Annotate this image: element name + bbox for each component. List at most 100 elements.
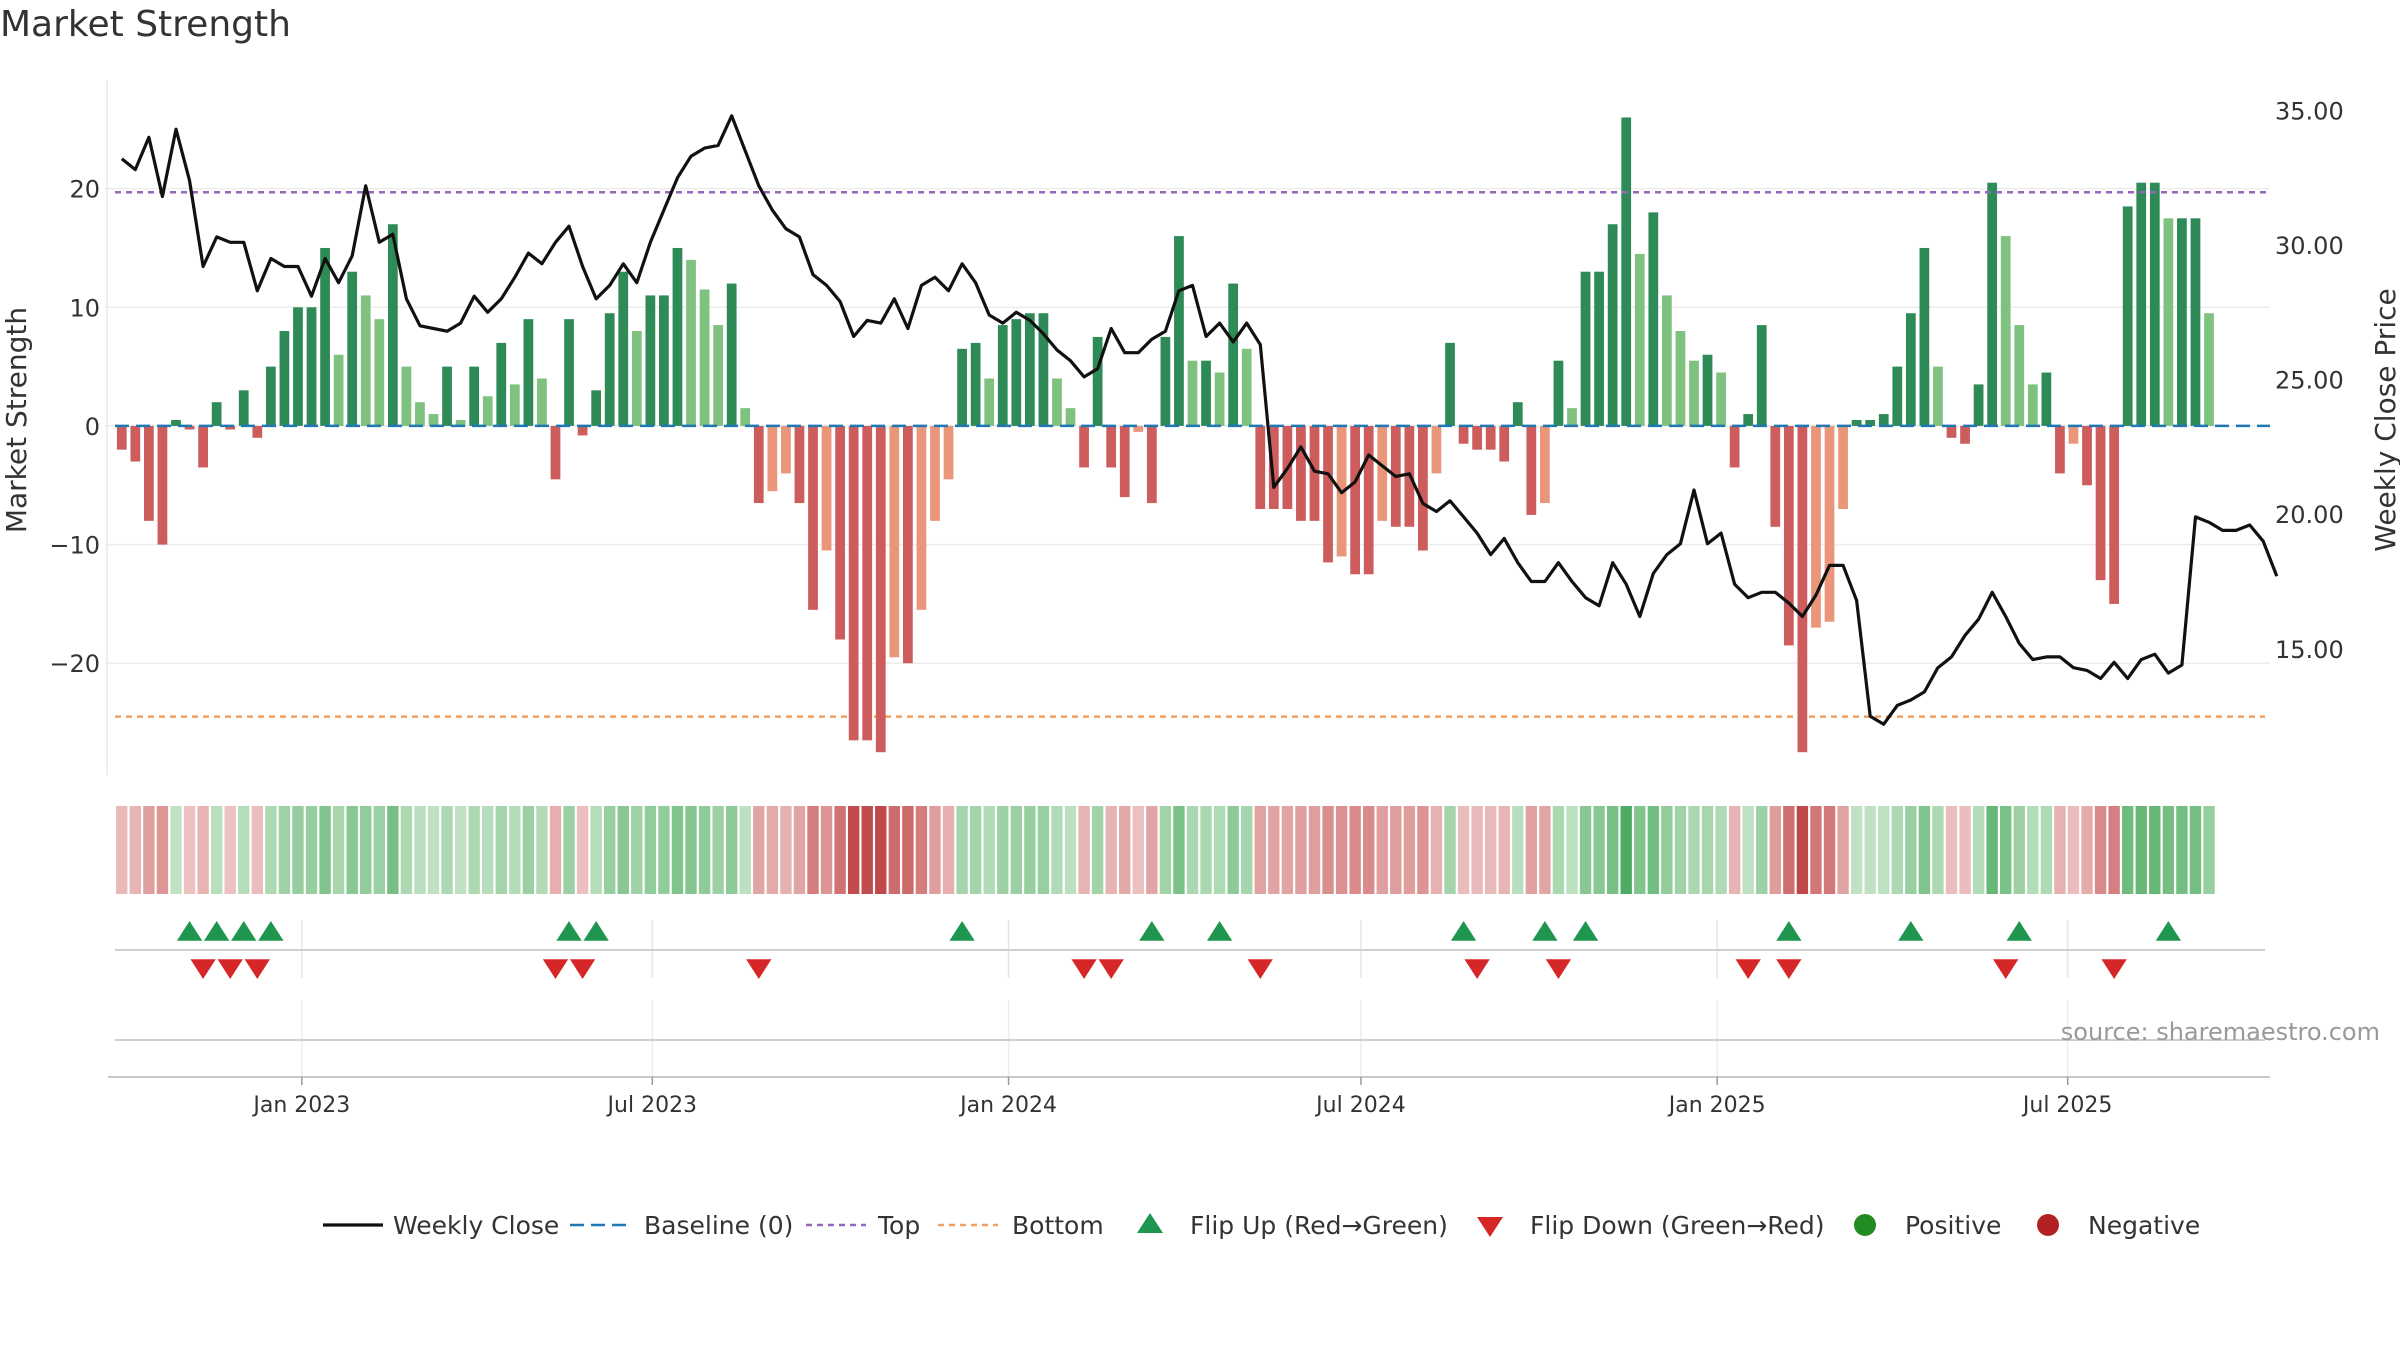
- strength-bar: [564, 319, 574, 426]
- flip-up-marker: [1898, 921, 1924, 941]
- heat-cell: [590, 806, 602, 894]
- y-tick-label: 0: [85, 413, 100, 441]
- heat-cell: [1593, 806, 1605, 894]
- strength-bar: [604, 313, 615, 426]
- strength-bar: [1065, 408, 1076, 426]
- strength-bar: [1431, 425, 1442, 474]
- heat-cell: [2176, 806, 2188, 894]
- y2-axis-title: Weekly Close Price: [2369, 288, 2400, 551]
- heat-cell: [1972, 806, 1985, 894]
- strength-bar: [225, 425, 236, 430]
- heat-cell: [1566, 806, 1578, 894]
- flip-up-marker: [1776, 921, 1802, 941]
- heat-cell: [1552, 806, 1565, 894]
- heat-cell: [1430, 806, 1443, 894]
- strength-bar: [184, 425, 195, 430]
- y-tick-label: −20: [49, 650, 100, 678]
- strength-bar: [1661, 295, 1672, 426]
- heat-cell: [875, 806, 887, 894]
- heat-cell: [156, 806, 169, 894]
- heat-cell: [753, 806, 765, 894]
- heat-cell: [1390, 806, 1402, 894]
- strength-bar: [943, 425, 954, 480]
- strength-bar: [672, 247, 683, 426]
- heat-cell: [1918, 806, 1931, 894]
- page-title: Market Strength: [0, 4, 291, 45]
- strength-bar: [1933, 366, 1943, 426]
- heat-cell: [1281, 806, 1294, 894]
- flip-down-marker: [2101, 959, 2127, 979]
- strength-bar: [496, 342, 507, 426]
- heat-cell: [915, 806, 928, 894]
- flip-down-marker: [1735, 959, 1761, 979]
- source-note: source: sharemaestro.com: [2061, 1018, 2380, 1046]
- heat-cell: [834, 806, 846, 894]
- heat-cell: [1335, 806, 1348, 894]
- strength-bar: [997, 325, 1008, 426]
- strength-bar: [808, 425, 818, 610]
- heat-cell: [482, 806, 494, 894]
- heat-cell: [1010, 806, 1022, 894]
- heat-cell: [1024, 806, 1036, 894]
- legend-top-label: Top: [877, 1211, 920, 1240]
- heat-cell: [2054, 806, 2066, 894]
- strength-bar: [1255, 425, 1266, 509]
- strength-bar: [550, 425, 561, 480]
- strength-bar: [1743, 414, 1754, 426]
- strength-bar: [984, 378, 995, 426]
- strength-bar: [387, 224, 398, 426]
- strength-bar: [306, 307, 317, 426]
- heat-cell: [1363, 806, 1375, 894]
- heat-cell: [1051, 806, 1063, 894]
- heat-cell: [1728, 806, 1741, 894]
- heat-cell: [183, 806, 196, 894]
- strength-bar: [1228, 283, 1239, 426]
- heat-cell: [522, 806, 535, 894]
- heat-cell: [143, 806, 155, 894]
- strength-bar: [1458, 425, 1469, 444]
- strength-bar: [1987, 182, 1998, 426]
- strength-bar: [1634, 253, 1645, 426]
- heat-cell: [766, 806, 779, 894]
- y2-tick-label: 25.00: [2275, 367, 2344, 395]
- strength-bar: [902, 425, 913, 664]
- strength-bar: [415, 402, 425, 426]
- strength-bar: [1567, 408, 1577, 426]
- heat-cell: [2027, 806, 2039, 894]
- x-tick-label: Jul 2024: [1314, 1093, 1406, 1118]
- strength-bar: [1946, 425, 1957, 438]
- strength-bar: [2190, 218, 2201, 426]
- heat-cell: [969, 806, 982, 894]
- strength-bar: [1174, 236, 1184, 426]
- heat-cell: [2013, 806, 2025, 894]
- strength-bar: [252, 425, 263, 438]
- strength-bar: [659, 295, 669, 426]
- heat-cell: [1823, 806, 1836, 894]
- strength-bar: [537, 378, 547, 426]
- strength-bar: [1811, 425, 1821, 628]
- strength-bar: [1553, 360, 1564, 426]
- heat-cell: [888, 806, 901, 894]
- strength-bar: [1973, 384, 1984, 426]
- strength-bar: [2000, 236, 2011, 426]
- strength-bar: [1024, 313, 1035, 426]
- heat-cell: [1132, 806, 1144, 894]
- heat-cell: [1891, 806, 1903, 894]
- flip-up-marker: [949, 921, 975, 941]
- heat-cell: [2189, 806, 2202, 894]
- strength-bar: [1119, 425, 1130, 498]
- strength-bar: [930, 425, 940, 521]
- strength-bar: [1201, 360, 1211, 426]
- strength-bar: [1621, 117, 1632, 426]
- heat-cell: [671, 806, 684, 894]
- heat-cell: [1579, 806, 1592, 894]
- flip-up-marker: [1572, 921, 1599, 941]
- heat-cell: [170, 806, 182, 894]
- heat-cell: [1254, 806, 1266, 894]
- heat-cell: [1837, 806, 1849, 894]
- y-tick-label: 10: [69, 294, 100, 322]
- strength-bar: [293, 307, 303, 426]
- flip-markers: [115, 921, 2265, 1041]
- strength-bar: [1499, 425, 1510, 462]
